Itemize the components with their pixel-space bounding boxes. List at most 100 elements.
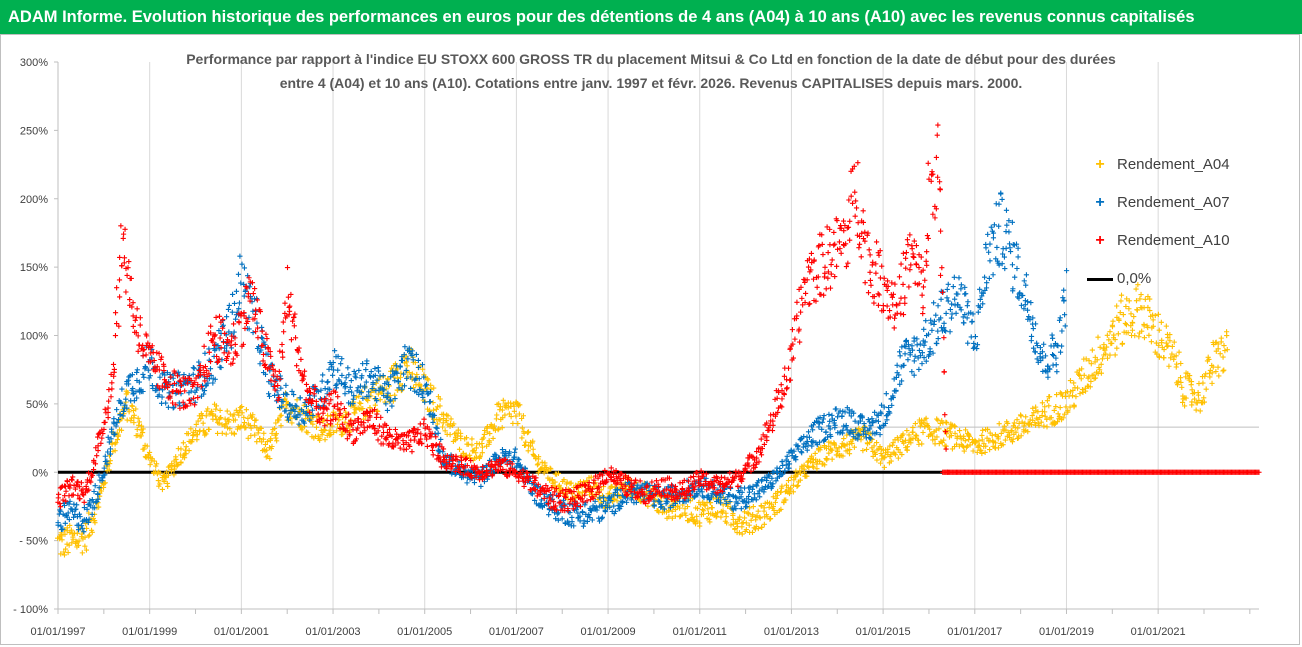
rendement-a07-point — [114, 407, 120, 413]
rendement-a04-point — [1158, 340, 1165, 346]
rendement-a04-point — [1006, 432, 1013, 438]
rendement-a07-point — [278, 385, 284, 391]
rendement-a04-point — [755, 508, 761, 514]
rendement-a04-point — [519, 425, 525, 431]
rendement-a04-point — [1179, 399, 1186, 406]
rendement-a10-point — [117, 294, 123, 300]
rendement-a07-point — [294, 403, 300, 409]
rendement-a04-point — [1119, 340, 1126, 347]
rendement-a04-point — [920, 420, 926, 426]
rendement-a10-point — [923, 258, 929, 264]
rendement-a04-point — [846, 451, 853, 457]
rendement-a04-point — [1062, 411, 1068, 417]
rendement-a04-point — [430, 407, 437, 413]
rendement-a07-point — [363, 367, 369, 373]
rendement-a10-point — [862, 280, 868, 286]
rendement-a07-point — [66, 516, 72, 523]
rendement-a04-point — [872, 451, 879, 458]
rendement-a07-point — [159, 394, 165, 400]
rendement-a04-point — [906, 432, 912, 438]
rendement-a10-point — [913, 242, 920, 249]
rendement-a10-point — [797, 339, 803, 345]
rendement-a07-point — [325, 379, 331, 385]
rendement-a07-point — [333, 385, 340, 391]
rendement-a04-point — [294, 397, 300, 403]
rendement-a07-point — [102, 472, 108, 478]
rendement-a07-point — [1009, 262, 1016, 268]
rendement-a04-point — [535, 456, 541, 462]
rendement-a04-point — [1012, 424, 1018, 431]
rendement-a07-point — [309, 407, 316, 413]
y-tick-label: 200% — [20, 194, 48, 206]
rendement-a04-point — [183, 444, 189, 450]
rendement-a07-point — [935, 328, 941, 334]
rendement-a07-point — [335, 353, 341, 360]
rendement-a10-point — [335, 394, 341, 400]
rendement-a04-point — [267, 455, 273, 462]
rendement-a07-point — [944, 286, 950, 293]
rendement-a10-point — [902, 295, 908, 301]
rendement-a04-point — [1169, 343, 1175, 350]
rendement-a04-point — [253, 417, 259, 423]
rendement-a04-point — [1029, 412, 1035, 419]
rendement-a04-point — [249, 414, 255, 420]
rendement-a04-point — [953, 441, 960, 447]
rendement-a04-point — [445, 413, 451, 419]
rendement-a04-point — [720, 508, 726, 514]
rendement-a04-point — [1102, 347, 1108, 353]
rendement-a07-point — [896, 349, 903, 355]
rendement-a07-point — [335, 367, 341, 373]
rendement-a04-point — [1217, 351, 1223, 357]
rendement-a04-point — [276, 417, 282, 423]
rendement-a04-point — [420, 366, 426, 372]
rendement-a04-point — [964, 443, 970, 449]
rendement-a04-point — [976, 442, 982, 448]
rendement-a04-point — [987, 447, 993, 453]
rendement-a04-point — [403, 359, 410, 365]
rendement-a04-point — [299, 427, 305, 433]
rendement-a04-point — [542, 460, 548, 466]
rendement-a04-point — [486, 439, 493, 445]
rendement-a07-point — [929, 327, 935, 333]
rendement-a04-point — [423, 386, 429, 392]
rendement-a04-point — [218, 415, 224, 421]
rendement-a04-point — [810, 464, 816, 470]
rendement-a04-point — [126, 409, 132, 415]
rendement-a10-point — [294, 363, 300, 369]
rendement-a04-point — [169, 461, 175, 467]
rendement-a04-point — [394, 366, 400, 372]
rendement-a04-point — [1183, 395, 1189, 401]
rendement-a04-point — [133, 406, 139, 412]
rendement-a04-point — [336, 417, 342, 423]
rendement-a07-point — [1007, 248, 1014, 255]
rendement-a10-point — [320, 410, 326, 416]
rendement-a04-point — [213, 403, 220, 409]
rendement-a04-point — [836, 445, 842, 451]
rendement-a04-point — [1137, 296, 1143, 302]
rendement-a07-point — [278, 375, 284, 382]
rendement-a04-point — [66, 542, 72, 548]
y-tick-label: 0% — [32, 467, 48, 479]
rendement-a07-point — [952, 296, 958, 302]
rendement-a04-point — [525, 448, 531, 454]
rendement-a10-point — [900, 250, 906, 256]
rendement-a04-point — [767, 515, 774, 522]
rendement-a04-point — [243, 407, 249, 413]
rendement-a04-point — [1103, 351, 1109, 357]
rendement-a07-point — [990, 272, 996, 278]
rendement-a10-point — [375, 437, 381, 443]
rendement-a04-point — [676, 505, 683, 511]
rendement-a07-point — [220, 322, 226, 328]
rendement-a07-point — [166, 390, 172, 396]
rendement-a10-point — [137, 322, 143, 328]
rendement-a04-point — [1018, 413, 1024, 419]
rendement-a04-point — [1032, 419, 1038, 426]
rendement-a07-point — [92, 483, 98, 489]
rendement-a04-point — [61, 549, 67, 555]
rendement-a04-point — [1153, 340, 1159, 346]
rendement-a04-point — [645, 503, 651, 509]
rendement-a04-point — [1156, 353, 1162, 359]
rendement-a10-point — [867, 277, 874, 284]
rendement-a04-point — [277, 413, 283, 419]
rendement-a04-point — [772, 499, 778, 505]
